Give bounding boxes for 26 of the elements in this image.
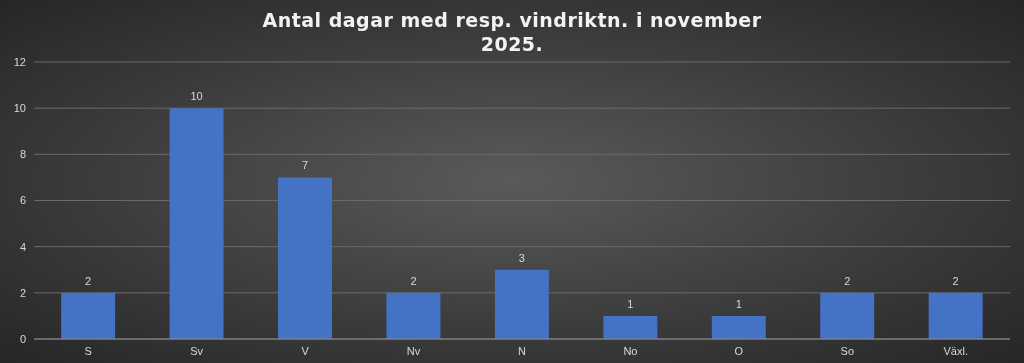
x-tick-label: Nv (406, 344, 421, 357)
y-tick-label: 4 (19, 240, 26, 253)
x-tick-label: No (623, 344, 638, 357)
x-tick-label: N (518, 344, 527, 357)
x-tick-label: O (734, 344, 744, 357)
y-tick-label: 0 (19, 332, 26, 345)
x-tick-label: S (84, 344, 92, 357)
data-label: 2 (844, 274, 851, 287)
data-label: 3 (518, 251, 525, 264)
data-label: 1 (735, 297, 742, 310)
data-label: 2 (952, 274, 959, 287)
y-tick-label: 2 (19, 286, 26, 299)
y-tick-label: 10 (13, 102, 26, 115)
data-label: 10 (190, 90, 203, 103)
y-tick-label: 6 (19, 194, 26, 207)
x-tick-label: Växl. (943, 344, 969, 357)
x-tick-label: So (840, 344, 855, 357)
data-label: 2 (85, 274, 92, 287)
x-tick-label: V (301, 344, 310, 357)
y-tick-label: 12 (13, 55, 26, 68)
y-tick-label: 8 (19, 148, 26, 161)
data-label: 7 (301, 159, 309, 172)
data-label: 1 (627, 297, 634, 310)
chart-title: Antal dagar med resp. vindriktn. i november 2025. (261, 8, 763, 56)
data-label: 2 (410, 274, 417, 287)
x-tick-label: Sv (190, 344, 204, 357)
